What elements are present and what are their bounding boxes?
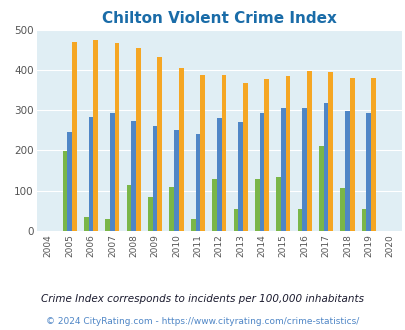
Bar [242, 83, 247, 231]
Bar [131, 121, 136, 231]
Bar [361, 209, 366, 231]
Text: © 2024 CityRating.com - https://www.cityrating.com/crime-statistics/: © 2024 CityRating.com - https://www.city… [46, 317, 359, 326]
Bar [200, 75, 205, 231]
Bar [339, 187, 344, 231]
Bar [72, 42, 77, 231]
Bar [254, 180, 259, 231]
Bar [169, 187, 174, 231]
Bar [126, 185, 131, 231]
Bar [179, 68, 183, 231]
Bar [323, 103, 328, 231]
Bar [259, 114, 264, 231]
Bar [276, 178, 280, 231]
Bar [190, 219, 195, 231]
Bar [148, 197, 152, 231]
Bar [88, 117, 93, 231]
Bar [216, 118, 221, 231]
Bar [110, 114, 115, 231]
Bar [93, 40, 98, 231]
Bar [115, 43, 119, 231]
Bar [174, 130, 179, 231]
Bar [233, 209, 238, 231]
Bar [221, 75, 226, 231]
Bar [195, 134, 200, 231]
Bar [136, 48, 141, 231]
Bar [105, 219, 110, 231]
Bar [62, 151, 67, 231]
Bar [318, 147, 323, 231]
Bar [285, 77, 290, 231]
Bar [349, 78, 354, 231]
Bar [264, 79, 269, 231]
Bar [280, 108, 285, 231]
Bar [344, 111, 349, 231]
Bar [67, 132, 72, 231]
Bar [157, 57, 162, 231]
Bar [297, 209, 302, 231]
Bar [84, 217, 88, 231]
Bar [212, 180, 216, 231]
Text: Crime Index corresponds to incidents per 100,000 inhabitants: Crime Index corresponds to incidents per… [41, 294, 364, 304]
Bar [238, 122, 242, 231]
Bar [152, 126, 157, 231]
Bar [306, 71, 311, 231]
Bar [366, 113, 370, 231]
Bar [370, 78, 375, 231]
Bar [302, 108, 306, 231]
Bar [328, 72, 333, 231]
Title: Chilton Violent Crime Index: Chilton Violent Crime Index [102, 11, 336, 26]
